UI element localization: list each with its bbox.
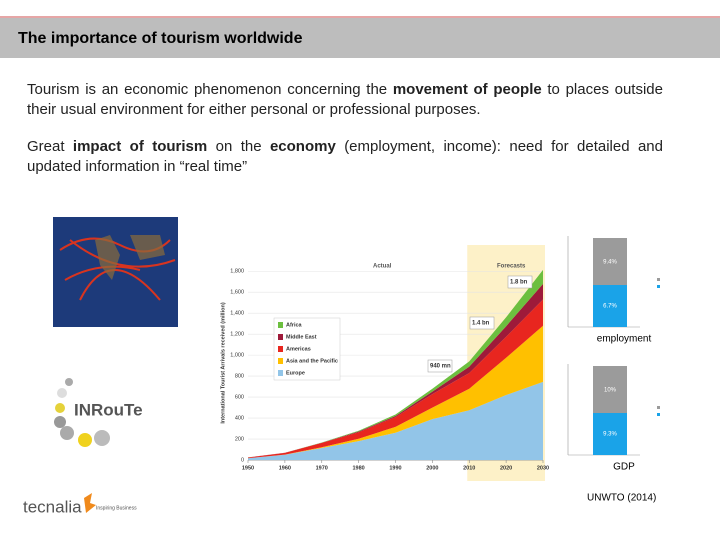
- y-tick-label: 1,600: [230, 290, 244, 296]
- bar-top: [593, 366, 627, 413]
- bold-run: impact of tourism: [72, 138, 208, 155]
- bar-top: [593, 238, 627, 285]
- tecnalia-logo: tecnalia Inspiring Business: [23, 493, 137, 516]
- y-tick-label: 1,400: [230, 311, 244, 317]
- arrivals-chart: 0 200 400 600 800 1,000 1,200 1,400 1,600 1,800 19…: [218, 245, 549, 481]
- x-tick-label: 1990: [389, 465, 401, 471]
- legend-label: Africa: [286, 322, 303, 328]
- legend-label: Middle East: [286, 334, 317, 340]
- text-run: Great: [27, 138, 73, 155]
- tecnalia-text: tecnalia: [23, 497, 82, 516]
- paragraph: Great impact of tourism on the economy (…: [27, 137, 663, 177]
- text-run: on the: [207, 138, 270, 155]
- x-tick-label: 1960: [279, 465, 291, 471]
- text-run: (employment, income): need for detailed …: [27, 138, 663, 175]
- side-charts: 9.4% 6.7% employment 10% 9.3% GDP: [567, 236, 660, 473]
- header-bar: [0, 18, 720, 58]
- legend-swatch: [278, 346, 283, 352]
- source: UNWTO (2014): [587, 493, 656, 504]
- y-tick-label: 400: [235, 416, 244, 422]
- legend-swatch: [278, 370, 283, 376]
- x-tick-label: 1980: [353, 465, 365, 471]
- caption: employment: [597, 334, 652, 345]
- legend-swatch: [657, 406, 660, 409]
- text-run: Tourism is an economic phenomenon concer…: [27, 81, 393, 98]
- legend-swatch: [278, 334, 283, 340]
- annotation: 1.8 bn: [510, 280, 528, 286]
- legend-swatch: [657, 413, 660, 416]
- bar-label: 9.3%: [603, 432, 617, 438]
- y-tick-label: 800: [235, 374, 244, 380]
- legend-swatch: [278, 358, 283, 364]
- legend-swatch: [278, 322, 283, 328]
- y-tick-label: 1,200: [230, 332, 244, 338]
- x-tick-label: 1970: [316, 465, 328, 471]
- legend-label: Asia and the Pacific: [286, 358, 338, 364]
- annotation: Forecasts: [497, 264, 526, 270]
- annotation: 940 mn: [430, 364, 451, 370]
- y-axis-label: International Tourist Arrivals received …: [220, 302, 226, 424]
- annotation-box: [507, 275, 533, 289]
- bold-run: economy: [269, 138, 336, 155]
- bold-run: movement of people: [392, 81, 542, 98]
- y-tick-label: 1,800: [230, 269, 244, 275]
- legend-label: Americas: [286, 346, 311, 352]
- world-map: [53, 217, 178, 327]
- annotation: 1.4 bn: [472, 321, 490, 327]
- inroute-logo: INRouTe: [53, 377, 143, 452]
- tecnalia-tagline: Inspiring Business: [96, 505, 137, 511]
- annotation-box: [469, 316, 495, 330]
- x-tick-label: 2010: [463, 465, 475, 471]
- area: [248, 325, 543, 459]
- caption: GDP: [613, 462, 635, 473]
- inroute-text: INRouTe: [74, 400, 143, 419]
- x-tick-label: 2000: [426, 465, 438, 471]
- text-run: to places outside their usual environmen…: [27, 81, 663, 118]
- x-tick-label: 2020: [500, 465, 512, 471]
- annotation: Actual: [373, 264, 392, 270]
- area: [248, 381, 543, 460]
- area: [248, 299, 543, 459]
- bar-label: 9.4%: [603, 260, 617, 266]
- legend-box: [273, 317, 341, 381]
- y-tick-label: 600: [235, 395, 244, 401]
- bar-bottom: [593, 285, 627, 327]
- y-tick-label: 0: [241, 457, 244, 463]
- x-tick-label: 2030: [537, 465, 549, 471]
- bar-label: 6.7%: [603, 304, 617, 310]
- header-strip: [0, 16, 720, 18]
- legend-swatch: [657, 278, 660, 281]
- bar-label: 10%: [604, 388, 617, 394]
- paragraph: Tourism is an economic phenomenon concer…: [27, 80, 663, 120]
- annotation-box: [427, 359, 453, 373]
- header-title: The importance of tourism worldwide: [18, 30, 303, 47]
- y-tick-label: 200: [235, 436, 244, 442]
- y-tick-label: 1,000: [230, 353, 244, 359]
- bar-bottom: [593, 413, 627, 455]
- legend-label: Europe: [286, 370, 305, 376]
- x-tick-label: 1950: [242, 465, 254, 471]
- legend-swatch: [657, 285, 660, 288]
